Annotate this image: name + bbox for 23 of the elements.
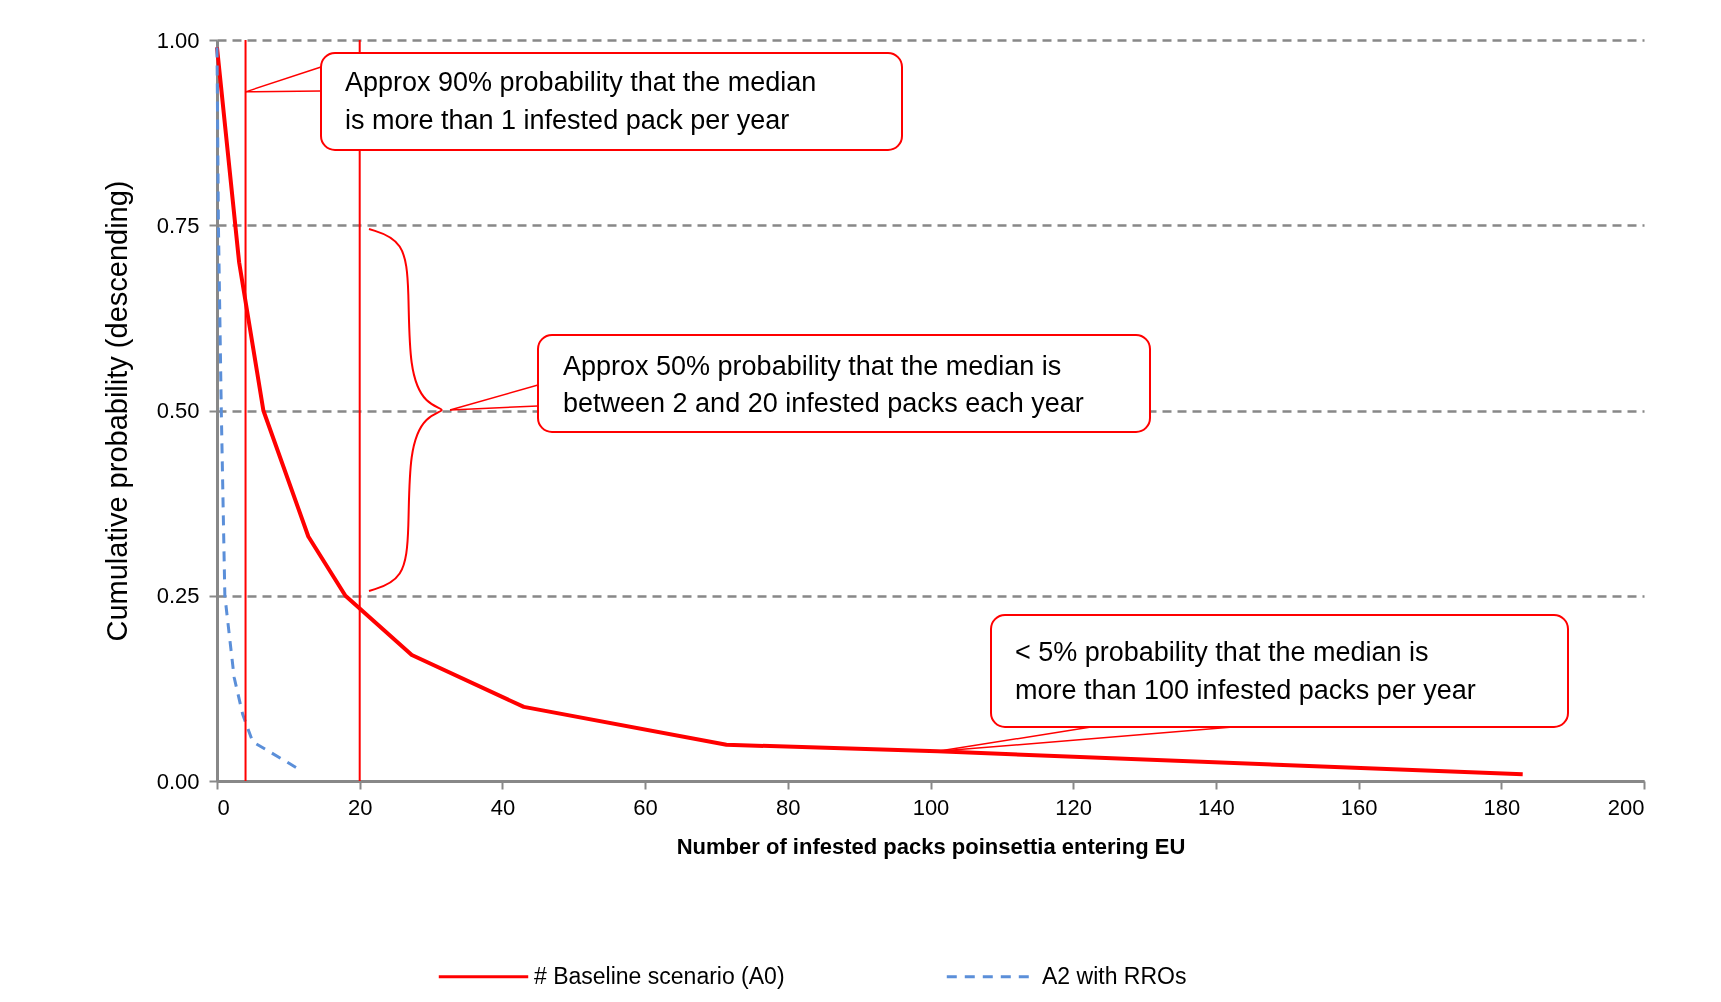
x-tick-label: 100 <box>912 794 950 820</box>
y-tick-label: 0.25 <box>156 583 200 609</box>
annotation: Approx 50% probability that the median is between 2 and 20 infested packs each year <box>563 351 1084 418</box>
x-tick-label: 120 <box>1055 794 1093 820</box>
y-axis-title: Cumulative probability (descending) <box>100 180 133 642</box>
x-axis-title: Number of infested packs poinsettia entering EU <box>676 833 1186 859</box>
y-tick-label: 1.00 <box>156 27 200 53</box>
x-tick-label: 160 <box>1340 794 1378 820</box>
x-tick-label: 180 <box>1483 794 1521 820</box>
y-tick-label: 0.75 <box>156 212 200 238</box>
legend-label: A2 with RROs <box>1042 962 1187 989</box>
x-tick-label: 200 <box>1607 794 1645 820</box>
x-tick-label: 60 <box>633 794 658 820</box>
y-tick-label: 0.00 <box>156 768 200 794</box>
x-tick-label: 0 <box>217 794 230 820</box>
x-tick-label: 140 <box>1198 794 1235 820</box>
y-tick-label: 0.50 <box>156 398 200 423</box>
x-tick-label: 80 <box>776 794 801 820</box>
x-tick-label: 40 <box>490 794 516 820</box>
annotation: Approx 90% probability that the median is more than 1 infested pack per year <box>345 67 817 135</box>
x-tick-label: 20 <box>347 794 373 820</box>
annotation: < 5% probability that the median is more than 100 infested packs per year <box>1015 637 1476 705</box>
legend-label: # Baseline scenario (A0) <box>534 962 785 989</box>
